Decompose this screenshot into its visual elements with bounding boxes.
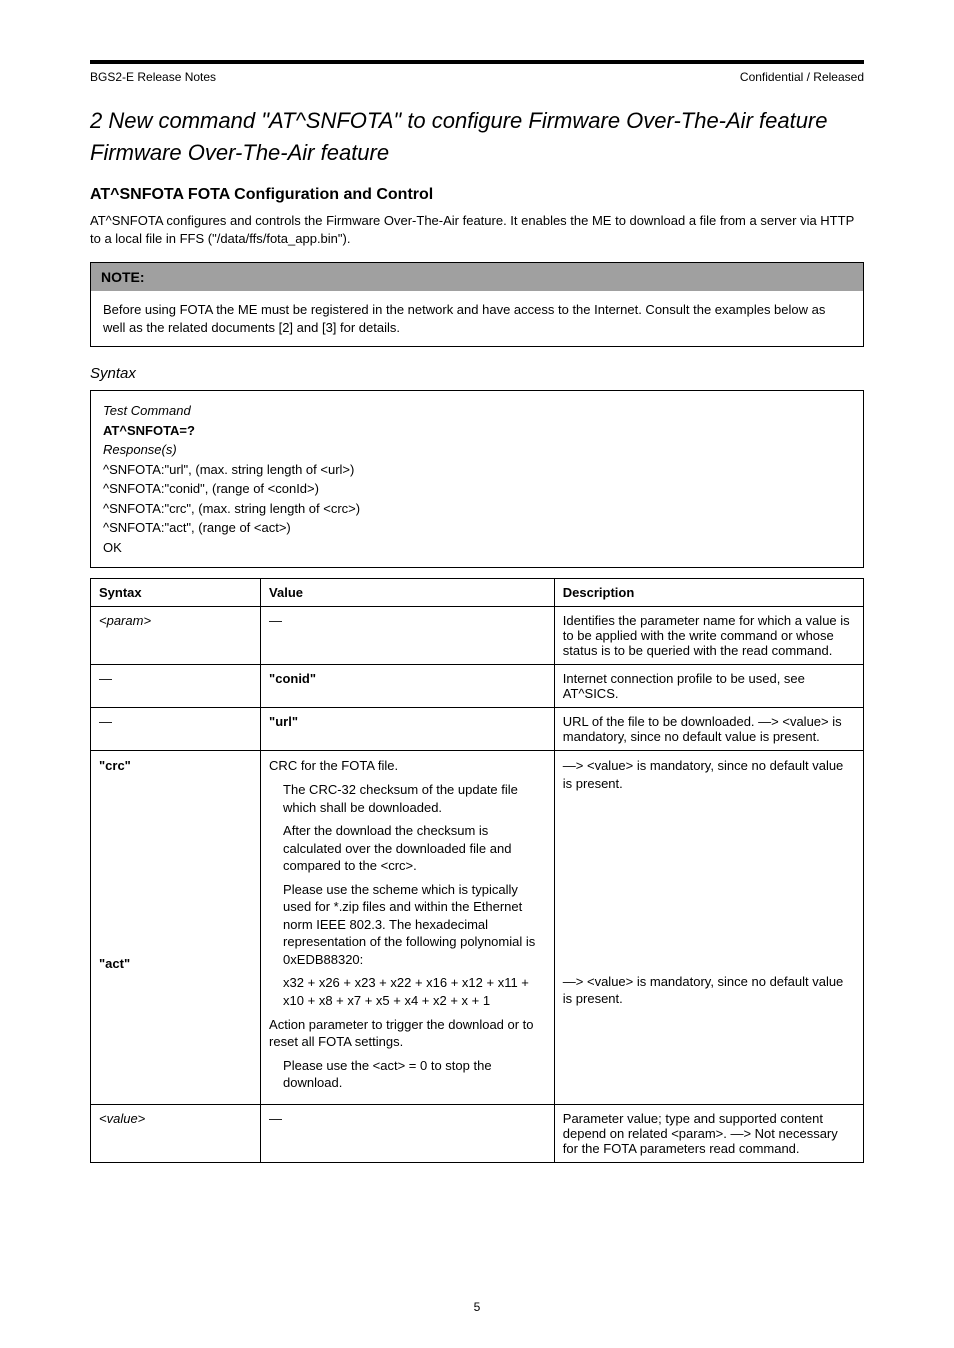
cell-value: —: [261, 1104, 555, 1162]
header-rule: [90, 60, 864, 64]
table-row: <param> — Identifies the parameter name …: [91, 607, 864, 665]
cell-syntax: —: [91, 665, 261, 708]
col-header-desc: Description: [554, 579, 863, 607]
cell-desc: URL of the file to be downloaded. —> <va…: [554, 708, 863, 751]
table-row: — "conid" Internet connection profile to…: [91, 665, 864, 708]
test-command-label: Test Command: [103, 401, 851, 421]
syntax-table: Syntax Value Description <param> — Ident…: [90, 578, 864, 1162]
col-header-syntax: Syntax: [91, 579, 261, 607]
cell-value: CRC for the FOTA file. The CRC-32 checks…: [261, 751, 555, 1104]
chapter-title: 2 New command "AT^SNFOTA" to configure F…: [90, 108, 864, 134]
note-body: Before using FOTA the ME must be registe…: [91, 291, 863, 346]
table-row: <value> — Parameter value; type and supp…: [91, 1104, 864, 1162]
test-response-4: ^SNFOTA:"act", (range of <act>): [103, 518, 851, 538]
cell-desc: Internet connection profile to be used, …: [554, 665, 863, 708]
cell-syntax: <param>: [99, 613, 151, 628]
cell-syntax: <value>: [99, 1111, 145, 1126]
note-box: NOTE: Before using FOTA the ME must be r…: [90, 262, 864, 347]
cell-syntax: "crc" "act": [91, 751, 261, 1104]
test-command-box: Test Command AT^SNFOTA=? Response(s) ^SN…: [90, 390, 864, 568]
test-response-3: ^SNFOTA:"crc", (max. string length of <c…: [103, 499, 851, 519]
test-response-2: ^SNFOTA:"conid", (range of <conId>): [103, 479, 851, 499]
page-number: 5: [474, 1300, 481, 1314]
section-heading: AT^SNFOTA FOTA Configuration and Control: [90, 186, 864, 204]
cell-value: "url": [269, 714, 298, 729]
chapter-subtitle: Firmware Over-The-Air feature: [90, 140, 864, 166]
syntax-heading: Syntax: [90, 365, 864, 382]
page-header: BGS2-E Release Notes Confidential / Rele…: [90, 70, 864, 84]
test-response-label: Response(s): [103, 440, 851, 460]
table-row: — "url" URL of the file to be downloaded…: [91, 708, 864, 751]
header-left: BGS2-E Release Notes: [90, 70, 216, 84]
test-response-1: ^SNFOTA:"url", (max. string length of <u…: [103, 460, 851, 480]
cell-desc: —> <value> is mandatory, since no defaul…: [554, 751, 863, 1104]
test-command: AT^SNFOTA=?: [103, 421, 851, 441]
table-row: "crc" "act" CRC for the FOTA file. The C…: [91, 751, 864, 1104]
header-right: Confidential / Released: [740, 70, 864, 84]
cell-value: "conid": [269, 671, 316, 686]
cell-syntax: —: [91, 708, 261, 751]
intro-paragraph: AT^SNFOTA configures and controls the Fi…: [90, 212, 864, 248]
note-header: NOTE:: [91, 263, 863, 291]
test-ok: OK: [103, 538, 851, 558]
cell-desc: Parameter value; type and supported cont…: [554, 1104, 863, 1162]
col-header-value: Value: [261, 579, 555, 607]
cell-desc: Identifies the parameter name for which …: [554, 607, 863, 665]
cell-value: —: [261, 607, 555, 665]
table-header-row: Syntax Value Description: [91, 579, 864, 607]
